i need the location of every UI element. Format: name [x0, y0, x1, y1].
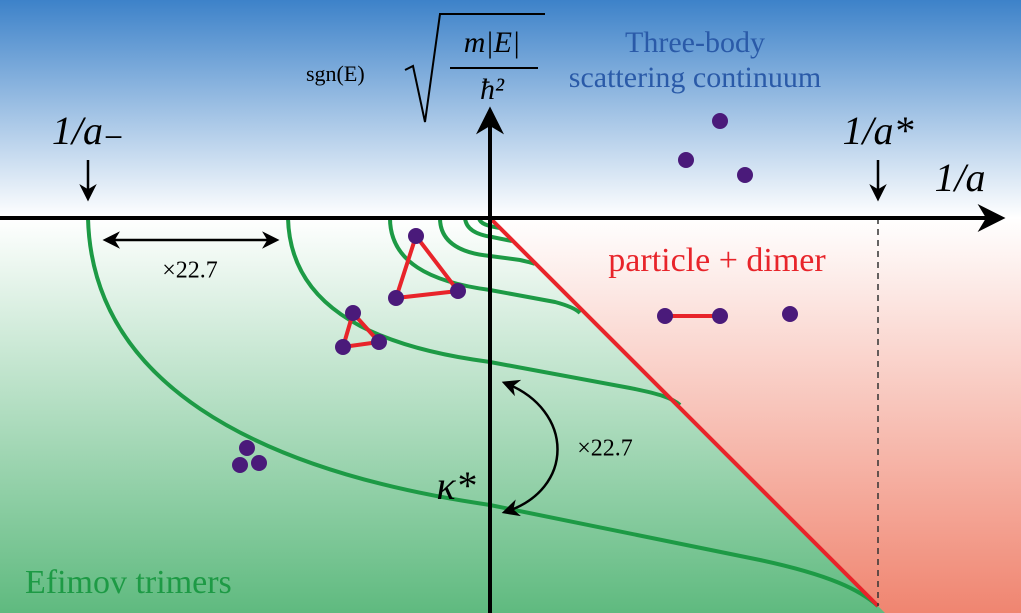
- marker-label: 1/a₋: [52, 108, 124, 153]
- region-label: Efimov trimers: [25, 564, 232, 601]
- marker-label: 1/a*: [842, 108, 913, 153]
- region-label: particle + dimer: [608, 242, 826, 279]
- axis-denominator: ħ²: [480, 73, 505, 106]
- kappa-label: κ*: [436, 463, 475, 508]
- axis-sign: sgn(E): [306, 61, 365, 86]
- diagram: sgn(E) m|E| ħ² 1/a 1/a₋ 1/a* Three-body …: [0, 0, 1021, 613]
- region-label: scattering continuum: [569, 61, 821, 94]
- scaling-label: ×22.7: [162, 258, 218, 284]
- axis-numerator: m|E|: [464, 26, 520, 59]
- region-label: Three-body: [625, 26, 765, 59]
- x-axis-label: 1/a: [934, 155, 985, 200]
- scaling-label: ×22.7: [577, 436, 633, 462]
